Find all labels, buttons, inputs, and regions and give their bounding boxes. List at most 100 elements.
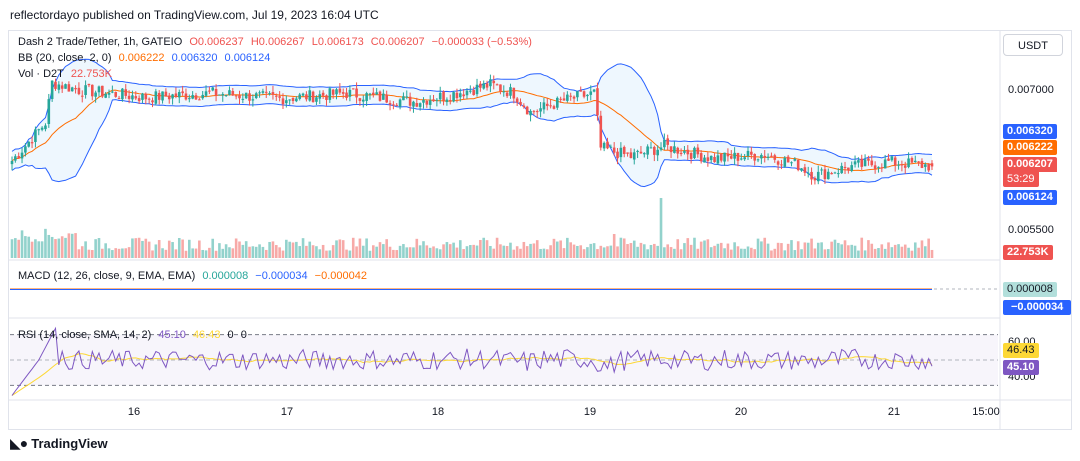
candle-body	[80, 95, 84, 97]
candle-body	[261, 91, 265, 93]
candle-body	[719, 153, 723, 161]
candle-body	[308, 90, 312, 101]
candle-body	[301, 93, 305, 96]
volume-bar	[910, 250, 914, 258]
candle-body	[251, 99, 255, 101]
volume-bar	[519, 248, 522, 258]
volume-bar	[198, 240, 201, 258]
publisher-line: reflectordayo published on TradingView.c…	[10, 8, 379, 22]
volume-bar	[214, 250, 218, 258]
candle-body	[589, 91, 593, 95]
candle-body	[271, 92, 275, 95]
volume-bar	[74, 233, 77, 258]
candle-body	[870, 160, 874, 166]
volume-bar	[264, 249, 268, 258]
macd-line-value: −0.000034	[255, 270, 308, 282]
volume-bar	[693, 237, 696, 258]
volume-bar	[298, 246, 302, 258]
volume-bar	[458, 240, 462, 258]
volume-bar	[826, 249, 830, 258]
volume-bar	[422, 241, 425, 258]
volume-bar	[913, 242, 917, 258]
price-tick: 0.005500	[1008, 224, 1054, 236]
symbol-legend[interactable]: Dash 2 Trade/Tether, 1h, GATEIO O0.00623…	[18, 36, 536, 48]
currency-button[interactable]: USDT	[1003, 34, 1063, 56]
volume-bar	[218, 243, 221, 258]
candle-body	[495, 84, 499, 86]
volume-bar	[308, 241, 312, 258]
volume-bar	[244, 241, 248, 258]
price-tick: 0.007000	[1008, 84, 1054, 96]
volume-bar	[924, 246, 927, 258]
macd-legend[interactable]: MACD (12, 26, close, 9, EMA, EMA) 0.0000…	[18, 270, 371, 282]
candle-body	[264, 91, 268, 93]
volume-bar	[288, 241, 291, 258]
tradingview-logo[interactable]: ◣● TradingView	[10, 435, 108, 452]
candle-body	[639, 151, 643, 154]
volume-bar	[532, 243, 536, 258]
volume-legend[interactable]: Vol · D2T 22.753K	[18, 68, 116, 80]
volume-bar	[395, 250, 399, 258]
rsi-legend[interactable]: RSI (14, close, SMA, 14, 2) 45.10 46.43 …	[18, 329, 251, 341]
candle-body	[47, 99, 51, 124]
volume-bar	[482, 237, 486, 258]
bb-lower-value: 0.006124	[224, 52, 271, 64]
candle-body	[338, 88, 342, 93]
candle-body	[843, 166, 847, 169]
candle-body	[887, 158, 890, 161]
candle-body	[121, 88, 124, 100]
candle-body	[512, 87, 516, 99]
candle-body	[572, 96, 576, 99]
candle-body	[84, 85, 87, 95]
volume-bar	[368, 250, 372, 258]
bb-upper-value: 0.006320	[171, 52, 218, 64]
volume-bar	[763, 237, 767, 258]
volume-bar	[188, 239, 191, 258]
volume-bar	[723, 248, 726, 258]
candle-body	[733, 152, 736, 159]
volume-bar	[515, 246, 519, 258]
time-tick: 17	[281, 406, 293, 418]
volume-bar	[405, 247, 409, 258]
volume-bar	[502, 245, 506, 258]
volume-bar	[686, 238, 690, 258]
volume-bar	[204, 250, 208, 258]
candle-body	[756, 159, 760, 161]
candle-body	[285, 100, 288, 104]
volume-bar	[301, 238, 305, 258]
volume-bar	[254, 246, 258, 258]
candle-body	[790, 162, 793, 164]
volume-bar	[14, 238, 17, 258]
volume-bar	[890, 247, 894, 258]
candle-body	[853, 161, 857, 165]
candle-body	[114, 92, 118, 97]
candle-body	[422, 99, 425, 103]
candle-body	[107, 92, 111, 95]
volume-bar	[315, 246, 318, 258]
volume-bar	[442, 244, 445, 258]
volume-bar	[97, 238, 101, 258]
candle-body	[428, 100, 432, 105]
volume-bar	[837, 242, 840, 258]
rsi-value-tag: 45.10	[1003, 360, 1039, 375]
rsi-pane	[10, 326, 998, 396]
candle-body	[94, 92, 97, 97]
candle-body	[378, 91, 382, 101]
volume-bar	[803, 242, 807, 258]
rsi-extra-1: 0	[227, 329, 234, 341]
volume-bar	[241, 244, 245, 258]
volume-bar	[663, 247, 666, 258]
candle-body	[361, 99, 365, 102]
candle-body	[549, 105, 552, 107]
volume-bar	[412, 247, 415, 258]
volume-bar	[415, 238, 419, 258]
volume-bar	[455, 247, 459, 258]
candle-body	[850, 165, 854, 172]
volume-bar	[616, 246, 619, 258]
candle-body	[64, 84, 67, 89]
volume-bar	[228, 247, 231, 258]
volume-bar	[562, 248, 566, 258]
volume-bar	[472, 244, 475, 258]
bb-legend[interactable]: BB (20, close, 2, 0) 0.006222 0.006320 0…	[18, 52, 274, 64]
